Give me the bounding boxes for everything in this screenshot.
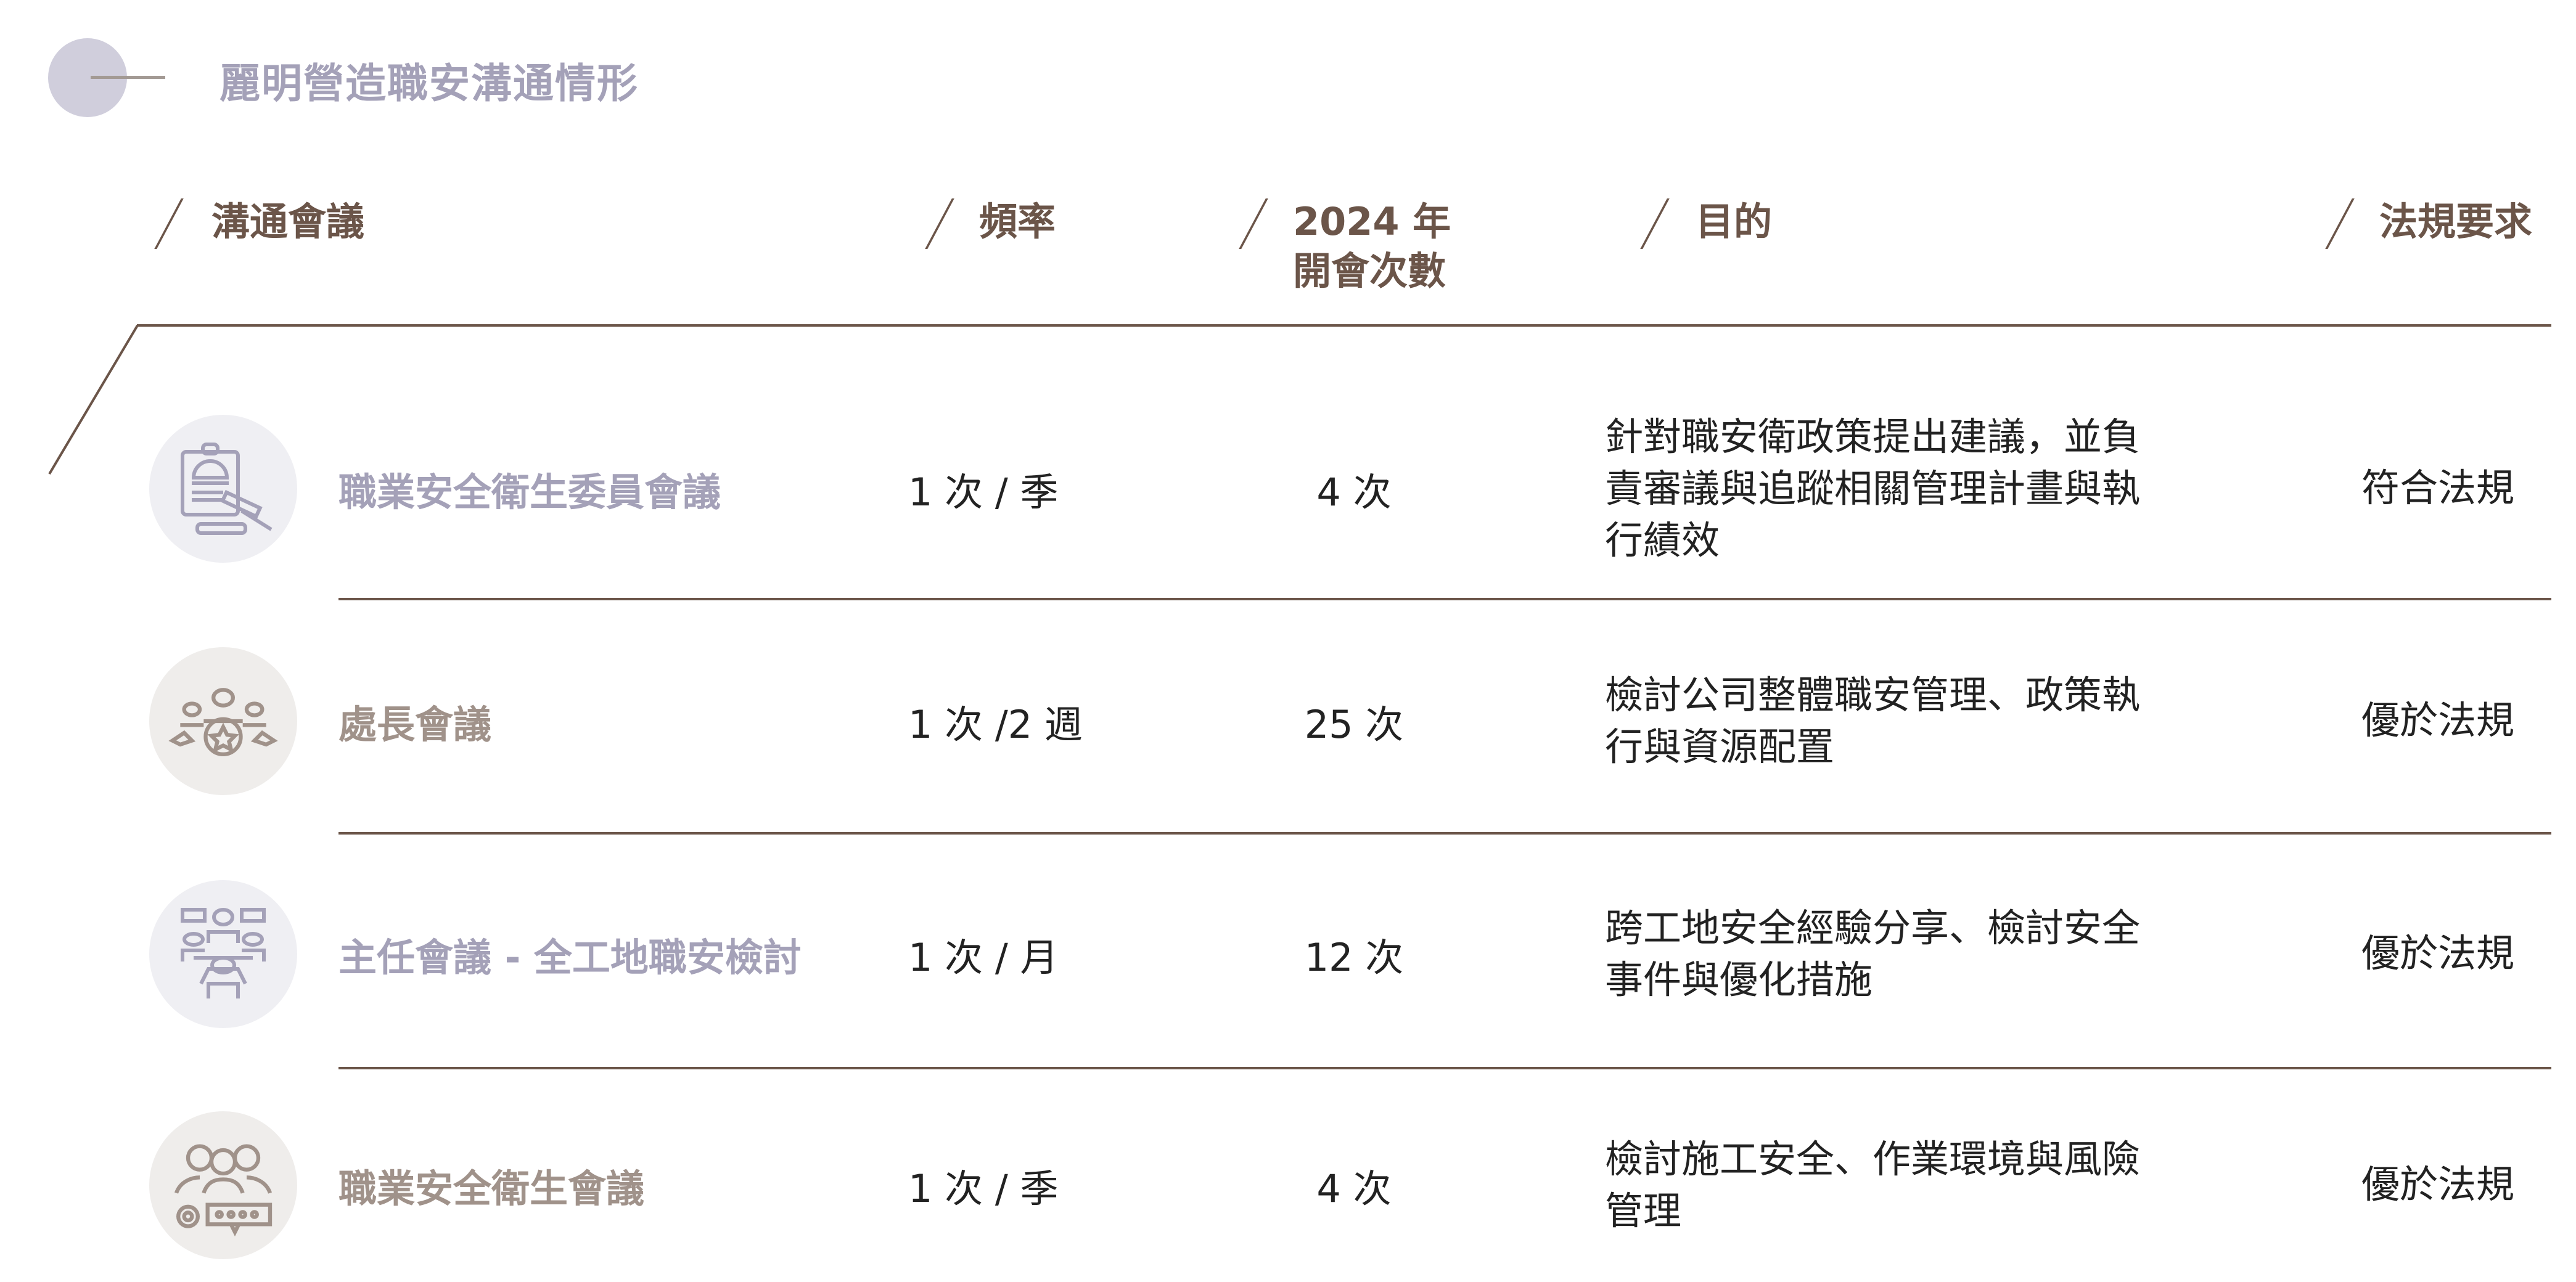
row-divider: [338, 1067, 2551, 1069]
slash-divider: [2325, 198, 2355, 249]
meeting-regulation: 優於法規: [2361, 698, 2515, 743]
meeting-regulation: 優於法規: [2361, 1162, 2515, 1207]
row-divider: [338, 598, 2551, 600]
meeting-regulation: 優於法規: [2361, 931, 2515, 976]
header-count-line1: 2024 年: [1293, 199, 1451, 244]
meeting-purpose: 跨工地安全經驗分享、檢討安全事件與優化措施: [1605, 905, 2141, 1002]
meeting-name: 職業安全衛生委員會議: [338, 470, 721, 515]
slash-divider: [154, 198, 184, 249]
team-star-icon: [149, 647, 297, 795]
header-regulation: 法規要求: [2379, 199, 2533, 244]
title-line: [91, 76, 165, 79]
header-meeting: 溝通會議: [211, 199, 365, 244]
team-gear-chat-icon: [149, 1111, 297, 1259]
meeting-name: 處長會議: [338, 702, 492, 747]
clipboard-gavel-icon: [149, 415, 297, 563]
meeting-count: 4 次: [1316, 1166, 1392, 1211]
header-count-line2: 開會次數: [1293, 248, 1446, 293]
meeting-frequency: 1 次 /2 週: [908, 702, 1083, 747]
group-discussion-icon: [149, 880, 297, 1028]
meeting-purpose: 檢討公司整體職安管理、政策執行與資源配置: [1605, 672, 2141, 769]
row-divider: [338, 832, 2551, 835]
meeting-count: 25 次: [1304, 702, 1404, 747]
meeting-purpose: 針對職安衛政策提出建議，並負責審議與追蹤相關管理計畫與執行績效: [1605, 414, 2141, 563]
meeting-name: 主任會議 - 全工地職安檢討: [338, 935, 802, 980]
header-rule: [137, 324, 2551, 327]
meeting-frequency: 1 次 / 季: [908, 470, 1059, 515]
meeting-name: 職業安全衛生會議: [338, 1166, 645, 1211]
slash-divider: [1640, 198, 1670, 249]
slash-divider: [925, 198, 954, 249]
header-frequency: 頻率: [979, 199, 1056, 244]
meeting-regulation: 符合法規: [2361, 465, 2515, 510]
header-purpose: 目的: [1696, 199, 1773, 244]
diagonal-rule: [48, 324, 139, 475]
meeting-purpose: 檢討施工安全、作業環境與風險管理: [1605, 1137, 2141, 1233]
meeting-frequency: 1 次 / 季: [908, 1166, 1059, 1211]
slash-divider: [1239, 198, 1268, 249]
page-title: 麗明營造職安溝通情形: [219, 60, 639, 107]
meeting-frequency: 1 次 / 月: [908, 935, 1059, 980]
meeting-count: 4 次: [1316, 470, 1392, 515]
meeting-count: 12 次: [1304, 935, 1404, 980]
